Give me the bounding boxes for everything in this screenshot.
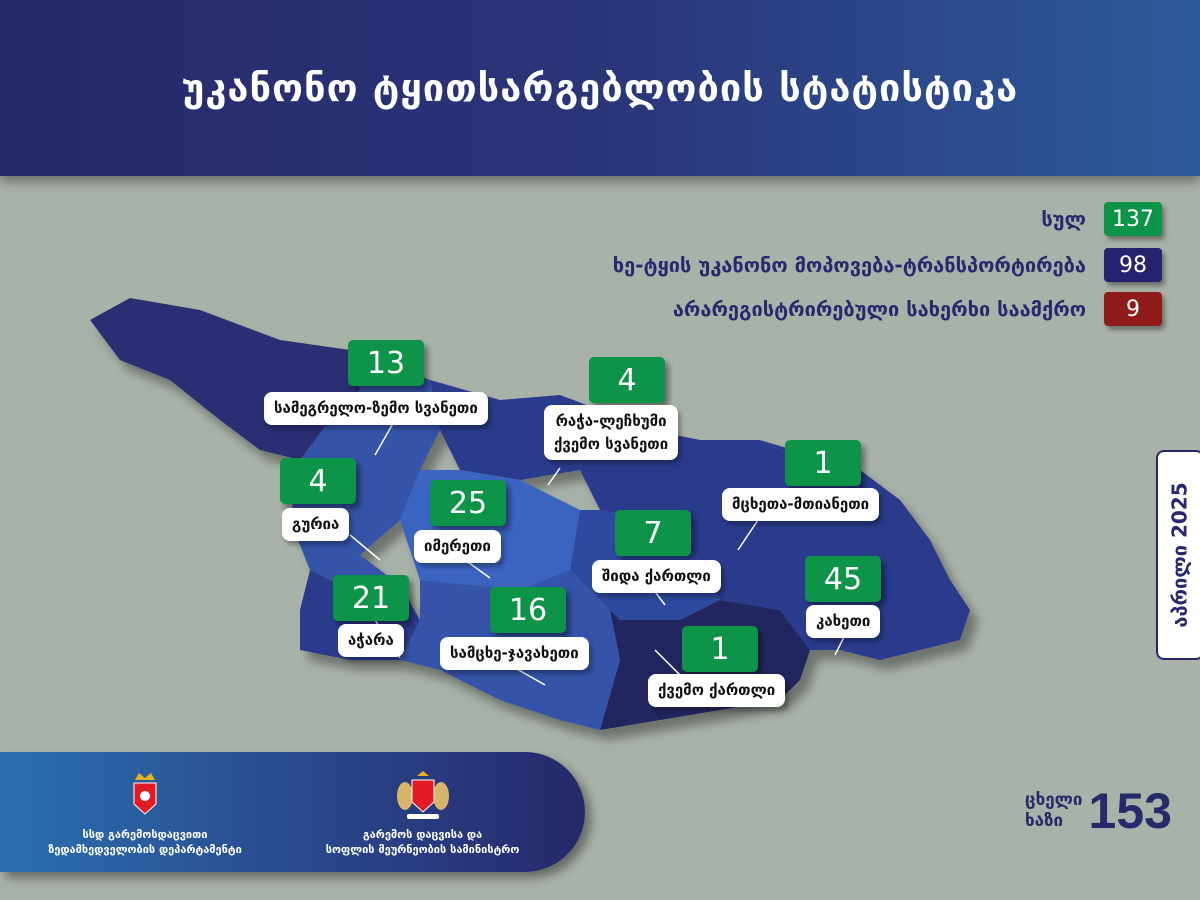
label-mtskheta: მცხეთა-მთიანეთი	[722, 488, 880, 521]
count-racha: 4	[589, 357, 665, 403]
coat-of-arms-icon	[133, 773, 157, 815]
header-banner: უკანონო ტყითსარგებლობის სტატისტიკა	[0, 0, 1200, 176]
org-line: სსდ გარემოსდაცვითი	[82, 828, 208, 841]
org-line: გარემოს დაცვისა და	[362, 828, 483, 841]
org-line: სოფლის მეურნეობის სამინისტრო	[325, 842, 520, 856]
count-adjara: 21	[333, 575, 409, 621]
region-guria	[290, 460, 400, 590]
hotline-line: ხაზი	[1025, 811, 1064, 831]
hotline-number: 153	[1088, 783, 1172, 839]
footer-banner: სსდ გარემოსდაცვითი ზედამხედველობის დეპარ…	[0, 752, 585, 872]
state-emblem-icon	[396, 771, 449, 819]
label-guria: გურია	[282, 508, 350, 541]
label-samtskhe: სამცხე-ჯავახეთი	[440, 637, 589, 670]
org-department: სსდ გარემოსდაცვითი ზედამხედველობის დეპარ…	[30, 770, 260, 858]
label-adjara: აჭარა	[338, 624, 404, 657]
legend-value: 137	[1104, 202, 1162, 236]
label-samegrelo: სამეგრელო-ზემო სვანეთი	[264, 392, 488, 425]
hotline: ცხელი ხაზი 153	[1025, 782, 1172, 840]
label-shida: შიდა ქართლი	[592, 560, 721, 593]
legend-transport: ხე-ტყის უკანონო მოპოვება-ტრანსპორტირება …	[613, 248, 1162, 282]
count-samegrelo: 13	[348, 340, 424, 386]
legend-sawmill: არარეგისტრირებული სახერხი საამქრო 9	[673, 292, 1162, 326]
legend-label: ხე-ტყის უკანონო მოპოვება-ტრანსპორტირება	[612, 253, 1086, 277]
legend-value: 98	[1104, 248, 1162, 282]
legend-label: არარეგისტრირებული სახერხი საამქრო	[672, 297, 1086, 321]
legend-label: სულ	[1041, 207, 1086, 231]
date-box: აპრილი 2025	[1156, 450, 1200, 660]
label-line: რაჭა-ლეჩხუმი	[555, 412, 667, 430]
count-kvemo: 1	[682, 626, 758, 672]
label-imereti: იმერეთი	[414, 530, 501, 563]
legend-value: 9	[1104, 292, 1162, 326]
label-line: ქვემო სვანეთი	[554, 434, 669, 453]
count-guria: 4	[280, 458, 356, 504]
legend-total: სულ 137	[1041, 202, 1162, 236]
org-line: ზედამხედველობის დეპარტამენტი	[48, 842, 242, 856]
count-kakheti: 45	[805, 556, 881, 602]
region-kakheti	[700, 440, 970, 660]
label-kakheti: კახეთი	[806, 605, 881, 638]
org-ministry: გარემოს დაცვისა და სოფლის მეურნეობის სამ…	[305, 770, 540, 858]
count-imereti: 25	[430, 480, 506, 526]
hotline-label: ცხელი ხაზი	[1025, 790, 1083, 833]
page-title: უკანონო ტყითსარგებლობის სტატისტიკა	[181, 66, 1019, 110]
label-kvemo: ქვემო ქართლი	[648, 674, 786, 707]
count-shida: 7	[615, 510, 691, 556]
hotline-line: ცხელი	[1025, 789, 1083, 810]
label-racha: რაჭა-ლეჩხუმი ქვემო სვანეთი	[544, 405, 679, 460]
count-samtskhe: 16	[490, 587, 566, 633]
date-label: აპრილი 2025	[1168, 482, 1193, 628]
count-mtskheta: 1	[785, 440, 861, 486]
